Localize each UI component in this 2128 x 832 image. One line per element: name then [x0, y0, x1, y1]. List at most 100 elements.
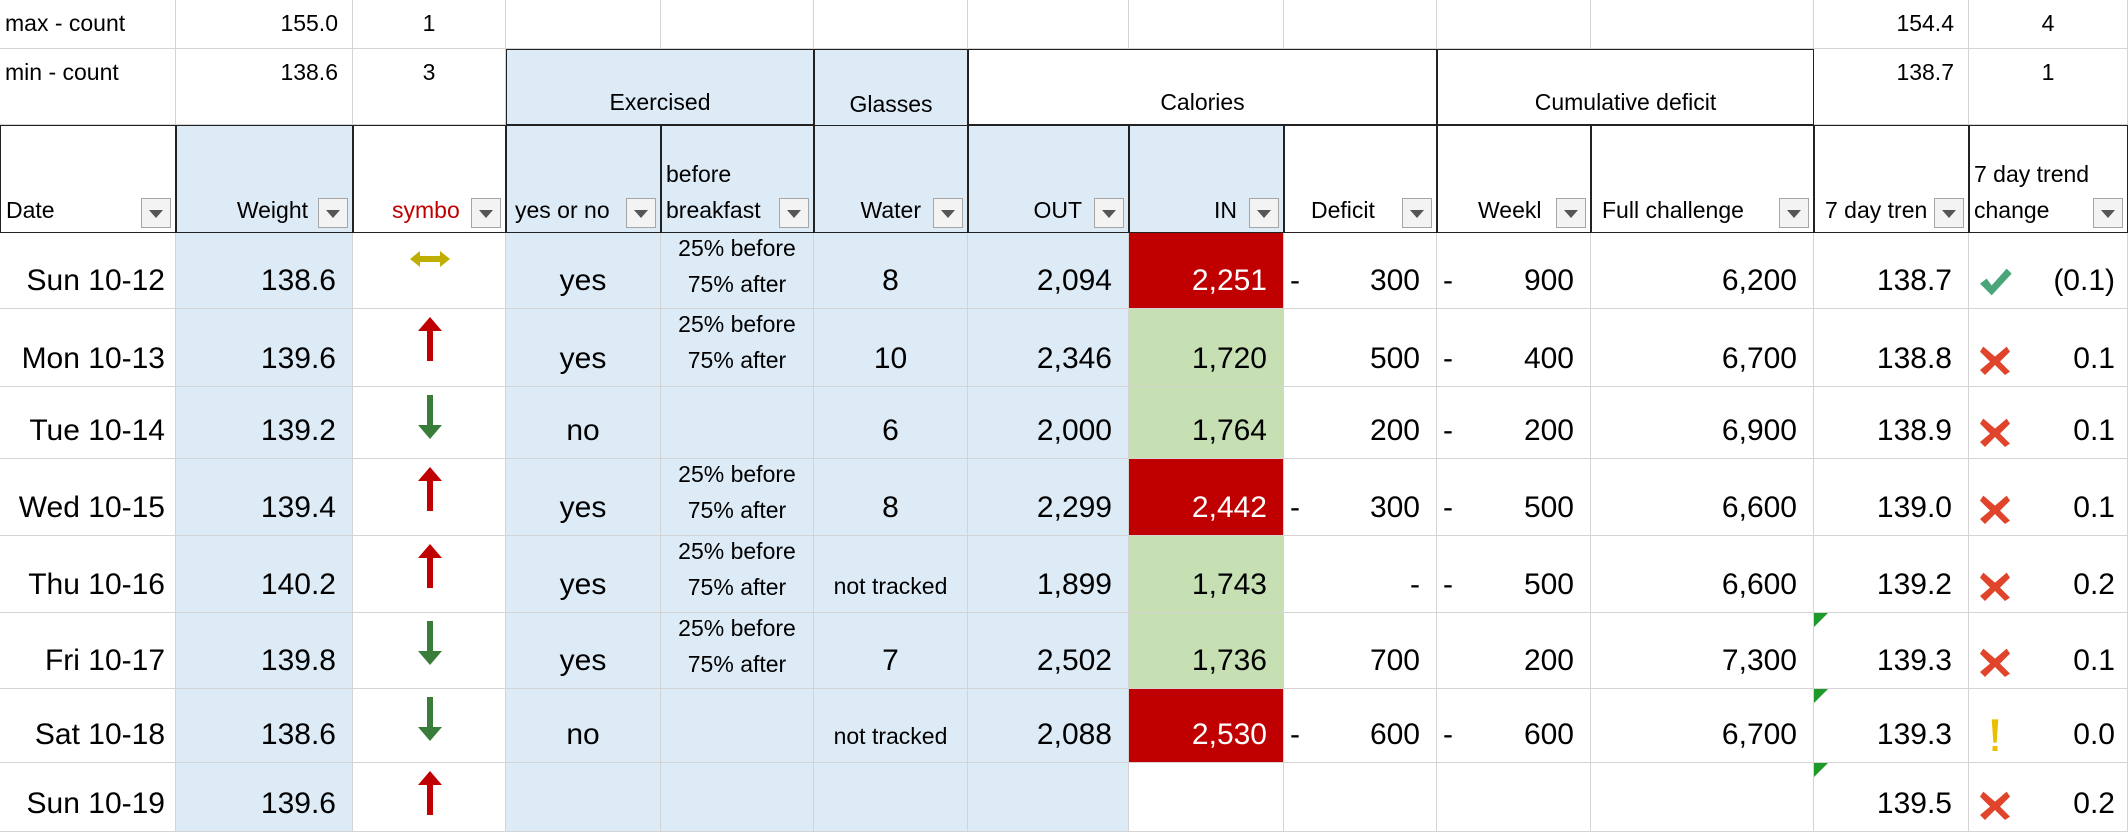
- date-cell: Wed 10-15: [0, 459, 176, 536]
- filter-dropdown[interactable]: [1249, 198, 1279, 228]
- timing-line: 25% before: [678, 461, 796, 487]
- timing-line: 25% before: [678, 615, 796, 641]
- calories-out: 2,094: [1036, 264, 1112, 297]
- trend: 139.3: [1876, 718, 1952, 751]
- filter-dropdown[interactable]: [1934, 198, 1964, 228]
- cross-icon: [1980, 648, 2010, 677]
- deficit-sign: -: [1290, 718, 1300, 751]
- symbol-cell: [353, 689, 506, 763]
- trend-cell: 139.2: [1814, 536, 1969, 613]
- up-icon: [417, 467, 442, 511]
- blank-cell: [1437, 0, 1591, 49]
- header-label: Water: [860, 197, 922, 223]
- date-cell: Sun 10-12: [0, 233, 176, 309]
- filter-dropdown[interactable]: [933, 198, 963, 228]
- out-cell: 2,299: [968, 459, 1129, 536]
- weight-cell: 139.8: [176, 613, 353, 689]
- exercised-cell: no: [506, 689, 661, 763]
- header-label: OUT: [1033, 197, 1082, 223]
- water-note: not tracked: [833, 723, 948, 749]
- header-label: IN: [1214, 197, 1237, 223]
- trend-change: (0.1): [2053, 264, 2115, 297]
- filter-dropdown[interactable]: [141, 198, 171, 228]
- weekly: 900: [1523, 264, 1574, 297]
- cross-icon: [1980, 495, 2010, 524]
- filter-dropdown[interactable]: [318, 198, 348, 228]
- symbol-cell: [353, 763, 506, 832]
- calories-in: 2,442: [1191, 491, 1267, 524]
- stat-value: 1: [2041, 59, 2055, 85]
- date: Tue 10-14: [29, 414, 165, 447]
- full-cell: 7,300: [1591, 613, 1814, 689]
- filter-dropdown[interactable]: [779, 198, 809, 228]
- blank-cell: [1129, 0, 1284, 49]
- weekly-cell: - 500: [1437, 459, 1591, 536]
- group-header: Calories: [968, 49, 1437, 125]
- water-cell: 10: [814, 309, 968, 387]
- weekly-sign: -: [1443, 568, 1453, 601]
- down-icon: [417, 621, 442, 665]
- deficit-cell: 700: [1284, 613, 1437, 689]
- column-header: 7 day tren: [1814, 125, 1969, 233]
- filter-dropdown[interactable]: [626, 198, 656, 228]
- comment-indicator: [1814, 763, 1828, 777]
- column-header: Date: [0, 125, 176, 233]
- weight: 138.6: [260, 264, 336, 297]
- up-icon: [417, 771, 442, 815]
- deficit: 600: [1369, 718, 1420, 751]
- timing-line: 75% after: [687, 347, 787, 373]
- column-header: IN: [1129, 125, 1284, 233]
- timing-cell: [661, 763, 814, 832]
- down-icon: [417, 697, 442, 741]
- full-challenge: 7,300: [1721, 644, 1797, 677]
- trend-cell: 139.3: [1814, 689, 1969, 763]
- filter-dropdown[interactable]: [1402, 198, 1432, 228]
- out-cell: [968, 763, 1129, 832]
- row-label: max - count: [5, 10, 126, 36]
- exercised: yes: [559, 491, 607, 524]
- deficit: 500: [1369, 342, 1420, 375]
- out-cell: 2,346: [968, 309, 1129, 387]
- trend-change-cell: 0.0: [1969, 689, 2128, 763]
- blank-cell: [1591, 0, 1814, 49]
- filter-dropdown[interactable]: [2093, 198, 2123, 228]
- exercised: yes: [559, 644, 607, 677]
- weight-cell: 138.6: [176, 233, 353, 309]
- full-cell: 6,700: [1591, 689, 1814, 763]
- trend-change-cell: 0.1: [1969, 459, 2128, 536]
- filter-dropdown[interactable]: [1094, 198, 1124, 228]
- timing-cell: [661, 387, 814, 459]
- weekly: 400: [1523, 342, 1574, 375]
- exercised-cell: yes: [506, 536, 661, 613]
- stat-value: 154.4: [1896, 10, 1954, 36]
- header-label: Weight: [236, 197, 308, 223]
- filter-dropdown[interactable]: [471, 198, 501, 228]
- filter-dropdown[interactable]: [1779, 198, 1809, 228]
- weekly: 200: [1523, 644, 1574, 677]
- warn-icon: [1991, 719, 1999, 751]
- column-header: Deficit: [1284, 125, 1437, 233]
- water: 8: [882, 491, 899, 524]
- down-icon: [417, 395, 442, 439]
- header-label: before breakfast: [666, 161, 761, 223]
- check-icon: [1980, 268, 2012, 296]
- weekly: 200: [1523, 414, 1574, 447]
- deficit-cell: - 600: [1284, 689, 1437, 763]
- date-cell: Sat 10-18: [0, 689, 176, 763]
- group-header: Glasses: [814, 49, 968, 126]
- exercised: yes: [559, 342, 607, 375]
- filter-dropdown[interactable]: [1556, 198, 1586, 228]
- calories-out: 1,899: [1036, 568, 1112, 601]
- cross-icon: [1980, 346, 2010, 375]
- water-cell: not tracked: [814, 689, 968, 763]
- date: Wed 10-15: [18, 491, 165, 524]
- calories-in: 1,736: [1191, 644, 1267, 677]
- full-cell: 6,600: [1591, 536, 1814, 613]
- weight: 140.2: [260, 568, 336, 601]
- weekly-cell: - 200: [1437, 387, 1591, 459]
- trend-cell: 138.7: [1814, 233, 1969, 309]
- weight: 139.6: [260, 787, 336, 820]
- trend-change-cell: 0.1: [1969, 613, 2128, 689]
- weekly-cell: [1437, 763, 1591, 832]
- exercised-cell: yes: [506, 613, 661, 689]
